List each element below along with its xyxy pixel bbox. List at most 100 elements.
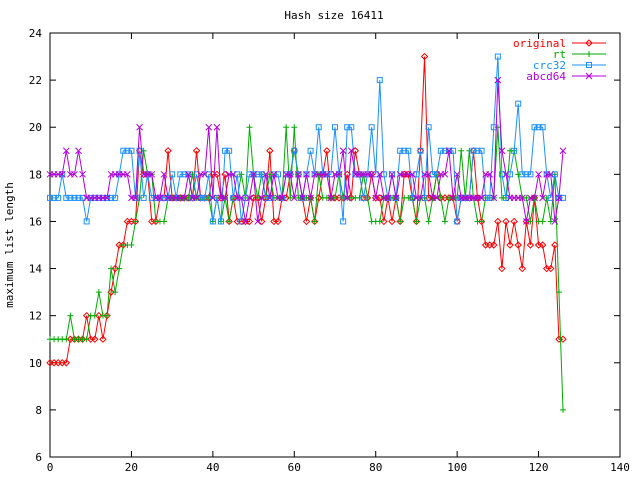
- data-point-abcd64: [62, 147, 70, 155]
- data-point-crc32: [51, 194, 58, 201]
- data-point-abcd64: [246, 194, 253, 202]
- x-tick-label: 80: [369, 461, 382, 474]
- y-axis-label: maximum list length: [3, 182, 16, 308]
- data-point-crc32: [120, 147, 127, 154]
- data-point-abcd64: [266, 194, 274, 202]
- data-point-crc32: [360, 194, 367, 201]
- data-point-crc32: [486, 194, 493, 201]
- legend-marker-crc32: [586, 62, 592, 68]
- data-point-crc32: [177, 171, 184, 178]
- data-point-original: [99, 335, 107, 343]
- data-point-crc32: [307, 147, 314, 154]
- data-point-crc32: [539, 124, 546, 131]
- data-point-abcd64: [376, 170, 384, 178]
- data-point-abcd64: [238, 194, 245, 202]
- data-point-crc32: [124, 147, 131, 154]
- data-point-abcd64: [229, 170, 237, 178]
- data-point-crc32: [494, 53, 501, 60]
- data-point-crc32: [209, 218, 216, 225]
- data-point-original: [164, 147, 172, 155]
- chart-title: Hash size 16411: [284, 9, 383, 22]
- data-point-abcd64: [148, 170, 156, 178]
- data-point-abcd64: [392, 194, 400, 202]
- data-point-abcd64: [209, 194, 217, 202]
- x-tick-label: 0: [47, 461, 54, 474]
- data-point-abcd64: [433, 194, 441, 202]
- data-point-crc32: [405, 147, 412, 154]
- data-point-crc32: [79, 194, 86, 201]
- data-point-abcd64: [103, 194, 111, 202]
- data-point-abcd64: [258, 194, 266, 202]
- data-point-abcd64: [551, 218, 559, 225]
- data-point-rt: [547, 218, 554, 225]
- data-point-original: [490, 241, 498, 249]
- data-point-crc32: [454, 218, 461, 225]
- data-point-crc32: [441, 147, 448, 154]
- data-point-original: [266, 147, 274, 155]
- data-point-crc32: [108, 194, 115, 201]
- x-tick-label: 140: [610, 461, 630, 474]
- axis-ticks: 0 20 40 60 80 100 120 140 6 8 10 12 14 16 18 20 22 24: [29, 27, 630, 474]
- y-tick-label: 8: [35, 404, 42, 417]
- data-point-rt: [226, 218, 233, 225]
- data-point-abcd64: [201, 170, 209, 178]
- data-point-rt: [523, 194, 530, 201]
- data-point-abcd64: [160, 170, 168, 178]
- data-point-abcd64: [307, 194, 314, 202]
- data-point-rt: [95, 289, 102, 296]
- data-point-abcd64: [539, 194, 546, 202]
- data-point-crc32: [169, 171, 176, 178]
- data-point-original: [473, 194, 482, 202]
- data-point-crc32: [519, 171, 526, 178]
- data-point-abcd64: [185, 170, 192, 178]
- data-point-crc32: [437, 147, 444, 154]
- data-point-original: [522, 217, 531, 226]
- data-point-crc32: [148, 194, 155, 201]
- legend-marker-original: [585, 39, 593, 47]
- data-point-crc32: [128, 147, 135, 154]
- x-tick-label: 60: [288, 461, 301, 474]
- data-point-crc32: [372, 171, 379, 178]
- data-point-abcd64: [213, 123, 221, 131]
- data-point-crc32: [262, 194, 269, 201]
- data-point-crc32: [242, 194, 249, 201]
- data-point-abcd64: [295, 170, 302, 178]
- y-tick-label: 24: [29, 27, 43, 40]
- data-point-original: [111, 264, 119, 273]
- data-point-original: [376, 194, 384, 202]
- series-line-original: [50, 56, 563, 364]
- data-point-rt: [539, 218, 546, 225]
- data-point-crc32: [376, 77, 383, 84]
- legend-label-abcd64: abcd64: [526, 70, 566, 83]
- legend-marker-abcd64: [585, 72, 593, 80]
- data-point-crc32: [551, 171, 558, 178]
- data-point-abcd64: [449, 194, 457, 202]
- data-point-rt: [161, 218, 167, 225]
- data-point-crc32: [527, 171, 534, 178]
- data-point-rt: [283, 124, 290, 131]
- data-point-rt: [246, 124, 253, 131]
- series-abcd64: [46, 76, 567, 225]
- data-point-crc32: [397, 147, 404, 154]
- data-point-crc32: [222, 147, 229, 154]
- data-point-abcd64: [518, 194, 526, 202]
- data-point-crc32: [181, 171, 188, 178]
- data-point-crc32: [47, 194, 53, 201]
- data-point-original: [547, 264, 555, 273]
- data-point-abcd64: [262, 170, 270, 178]
- data-point-crc32: [201, 194, 208, 201]
- data-point-crc32: [413, 171, 420, 178]
- data-point-crc32: [507, 171, 514, 178]
- data-point-crc32: [470, 147, 477, 154]
- data-point-abcd64: [490, 194, 498, 202]
- data-point-rt: [287, 194, 294, 201]
- series-layer: [46, 52, 567, 413]
- data-point-crc32: [425, 124, 432, 131]
- data-point-original: [82, 311, 91, 320]
- data-point-crc32: [380, 171, 387, 178]
- data-point-abcd64: [425, 170, 432, 178]
- data-point-abcd64: [278, 194, 286, 202]
- data-point-rt: [555, 289, 562, 296]
- y-tick-label: 10: [29, 357, 42, 370]
- data-point-original: [221, 170, 229, 179]
